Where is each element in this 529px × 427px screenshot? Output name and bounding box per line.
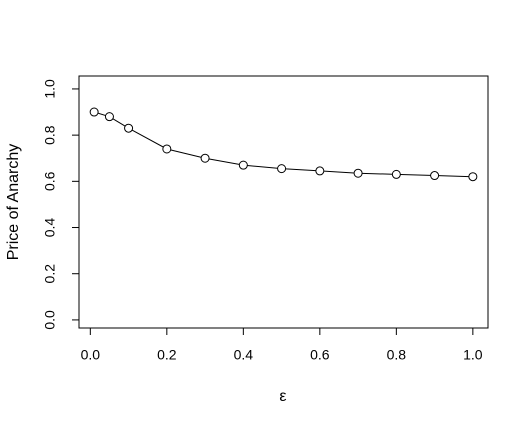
x-axis-label: ε	[279, 388, 286, 405]
y-tick-label: 0.2	[42, 264, 58, 284]
point	[353, 168, 363, 178]
x-tick-label: 0.0	[81, 347, 101, 363]
point	[89, 107, 99, 117]
point	[315, 166, 325, 176]
plot-box	[78, 75, 489, 329]
y-tick-label: 0.6	[42, 171, 58, 191]
point	[124, 123, 134, 133]
x-tick-label: 0.8	[387, 347, 407, 363]
x-tick-label: 1.0	[463, 347, 483, 363]
x-tick-label: 0.6	[310, 347, 330, 363]
x-tick-label: 0.2	[157, 347, 177, 363]
point	[277, 164, 287, 174]
point	[162, 144, 172, 154]
y-tick-label: 0.8	[42, 125, 58, 145]
point	[200, 153, 210, 163]
y-tick-label: 1.0	[42, 79, 58, 99]
point	[238, 160, 248, 170]
point	[104, 112, 114, 122]
point	[391, 169, 401, 179]
point	[430, 171, 440, 181]
y-tick-label: 0.4	[42, 218, 58, 238]
y-tick-label: 0.0	[42, 310, 58, 330]
y-axis-label: Price of Anarchy	[5, 144, 22, 261]
x-tick-label: 0.4	[234, 347, 254, 363]
point	[468, 172, 478, 182]
